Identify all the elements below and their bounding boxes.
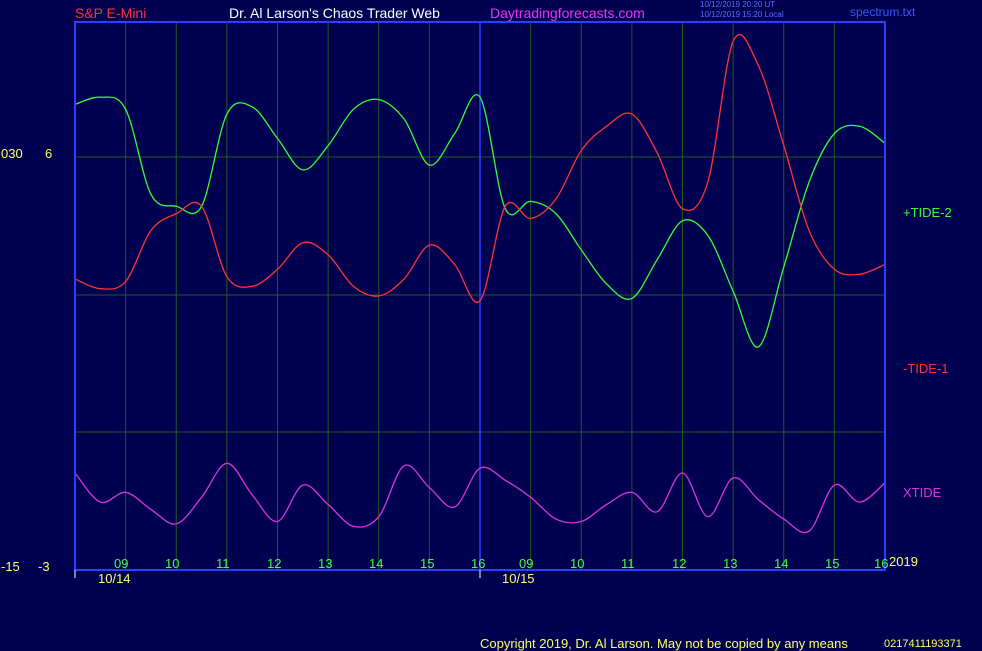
hour-label: 10 bbox=[570, 556, 585, 571]
hour-label: 16 bbox=[471, 556, 486, 571]
timestamp-local: 10/12/2019 15:20 Local bbox=[700, 10, 784, 19]
hour-label: 12 bbox=[267, 556, 282, 571]
hour-label: 14 bbox=[369, 556, 384, 571]
chart-grid bbox=[75, 22, 885, 570]
site-link[interactable]: Daytradingforecasts.com bbox=[490, 5, 645, 21]
hour-label: 15 bbox=[825, 556, 840, 571]
left-axis-label-mid: 6 bbox=[45, 146, 53, 161]
series-label-tide-minus: -TIDE-1 bbox=[903, 361, 949, 376]
timestamp-ut: 10/12/2019 20:20 UT bbox=[700, 0, 776, 9]
xtide-line bbox=[74, 462, 886, 534]
left-axis-label-bottom-a: -15 bbox=[1, 559, 20, 574]
hour-label: 11 bbox=[621, 556, 635, 571]
hour-label: 15 bbox=[420, 556, 435, 571]
date-label: 10/15 bbox=[502, 571, 535, 586]
hour-label: 14 bbox=[774, 556, 789, 571]
hour-label: 10 bbox=[165, 556, 180, 571]
hour-label: 09 bbox=[519, 556, 534, 571]
series-label-tide-plus: +TIDE-2 bbox=[903, 205, 952, 220]
series-label-xtide: XTIDE bbox=[903, 485, 942, 500]
left-axis-label-bottom-b: -3 bbox=[38, 559, 50, 574]
page-title: Dr. Al Larson's Chaos Trader Web bbox=[229, 5, 440, 21]
copyright-notice: Copyright 2019, Dr. Al Larson. May not b… bbox=[480, 636, 848, 651]
tide-plus-line bbox=[74, 94, 886, 348]
chart-series-layer bbox=[74, 33, 886, 534]
hour-label: 13 bbox=[723, 556, 738, 571]
date-label: 10/14 bbox=[98, 571, 131, 586]
hour-label: 13 bbox=[318, 556, 333, 571]
hour-label: 12 bbox=[672, 556, 687, 571]
source-file-label: spectrum.txt bbox=[850, 5, 916, 19]
left-axis-label-top: 030 bbox=[1, 146, 23, 161]
footer-code: 0217411193371 bbox=[884, 639, 962, 650]
tide-minus-line bbox=[74, 33, 886, 304]
symbol-label: S&P E-Mini bbox=[75, 5, 147, 21]
year-label: 2019 bbox=[889, 554, 918, 569]
x-axis-ticks bbox=[74, 570, 481, 578]
hour-label: 16 bbox=[874, 556, 889, 571]
hour-label: 11 bbox=[216, 556, 230, 571]
hour-label: 09 bbox=[114, 556, 129, 571]
